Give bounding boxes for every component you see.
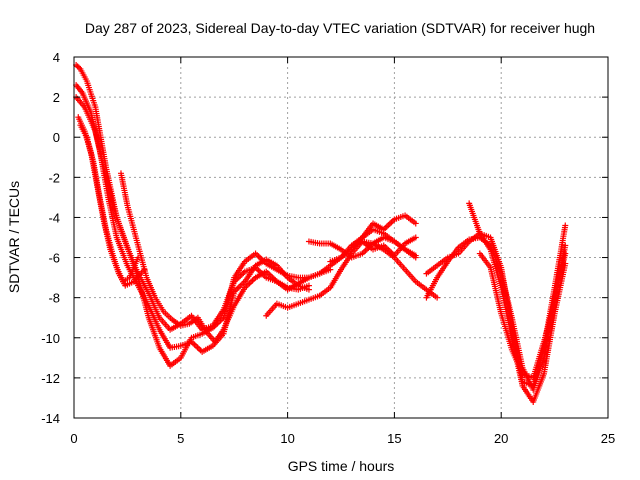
y-axis-label: SDTVAR / TECUs <box>6 181 22 293</box>
x-tick-label: 25 <box>601 431 615 446</box>
x-tick-label: 5 <box>177 431 184 446</box>
y-ticks: 4 2 0 -2 -4 -6 -8 -10 -12 -14 <box>41 50 608 426</box>
x-tick-label: 0 <box>70 431 77 446</box>
y-tick-label: -8 <box>48 291 60 306</box>
series-track-m <box>466 200 569 405</box>
y-tick-label: 4 <box>53 50 60 65</box>
y-tick-label: -12 <box>41 371 60 386</box>
series-track-e <box>77 122 148 289</box>
y-tick-label: 2 <box>53 90 60 105</box>
data-point <box>412 234 419 241</box>
chart-title: Day 287 of 2023, Sidereal Day-to-day VTE… <box>85 20 595 36</box>
x-ticks: 0 5 10 15 20 25 <box>70 57 615 446</box>
data-point <box>562 222 569 229</box>
series-track-n <box>476 242 569 381</box>
plot-frame <box>73 56 609 419</box>
data-point <box>434 294 441 301</box>
x-tick-label: 10 <box>280 431 294 446</box>
series-track-i <box>327 212 419 265</box>
y-tick-label: -6 <box>48 251 60 266</box>
series-track-g <box>263 238 441 319</box>
y-tick-label: -14 <box>41 411 60 426</box>
x-tick-label: 15 <box>387 431 401 446</box>
y-tick-label: 0 <box>53 130 60 145</box>
series-track-f <box>117 170 419 345</box>
y-tick-label: -2 <box>48 170 60 185</box>
y-tick-label: -10 <box>41 331 60 346</box>
data-point <box>412 220 419 227</box>
x-tick-label: 20 <box>494 431 508 446</box>
grid-lines <box>74 57 608 418</box>
series-track-c <box>73 94 312 333</box>
y-tick-label: -4 <box>48 210 60 225</box>
series-track-b <box>73 82 312 355</box>
data-point <box>412 252 419 259</box>
data-point <box>305 282 312 289</box>
data-point <box>562 260 569 267</box>
series-track-j <box>348 234 419 259</box>
x-axis-label: GPS time / hours <box>288 458 395 474</box>
data-marks <box>73 62 569 405</box>
data-point <box>562 242 569 249</box>
